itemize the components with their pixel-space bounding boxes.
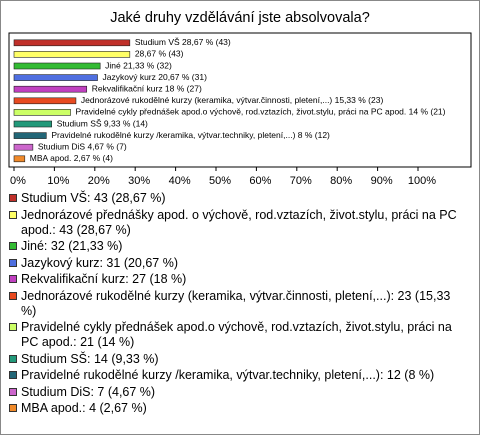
x-tick-label: 80% xyxy=(330,175,352,187)
legend-swatch xyxy=(9,242,17,250)
bar-label: Jazykový kurz 20,67 % (31) xyxy=(103,72,208,82)
x-tick-label: 20% xyxy=(88,175,110,187)
bar xyxy=(13,51,131,58)
legend-swatch xyxy=(9,354,17,363)
legend: Studium VŠ: 43 (28,67 %) Jednorázové před… xyxy=(9,191,469,418)
legend-label: Pravidelné rukodělné kurzy /keramika, vý… xyxy=(21,368,435,382)
bar xyxy=(13,120,52,128)
legend-swatch xyxy=(9,371,17,379)
x-tick-label: 40% xyxy=(169,175,191,187)
bar-label: Pravidelné rukodělné kurzy /keramika, vý… xyxy=(51,130,330,140)
legend-swatch xyxy=(9,387,17,396)
bar-label: Jednorázové rukodělné kurzy (keramika, v… xyxy=(81,95,384,105)
legend-swatch xyxy=(9,323,17,331)
legend-entry: Jednorázové přednášky apod. o výchově, r… xyxy=(9,208,469,238)
legend-entry: Pravidelné rukodělné kurzy /keramika, vý… xyxy=(9,368,469,383)
legend-entry: Pravidelné cykly přednášek apod.o výchov… xyxy=(9,320,469,350)
legend-label: MBA apod.: 4 (2,67 %) xyxy=(21,401,147,415)
legend-label: Pravidelné cykly přednášek apod.o výchov… xyxy=(21,320,452,349)
x-tick-label: 60% xyxy=(249,175,271,187)
legend-label: Studium DiS: 7 (4,67 %) xyxy=(21,384,156,399)
bar xyxy=(13,39,131,47)
legend-swatch xyxy=(9,291,17,300)
plot: Jaké druhy vzdělávání jste absolvovala? … xyxy=(8,10,472,187)
x-tick-label: 0% xyxy=(10,175,26,187)
legend-label: Jednorázové rukodělné kurzy (keramika, v… xyxy=(21,288,451,318)
bar-label: Jiné 21,33 % (32) xyxy=(105,60,172,70)
legend-label: Jazykový kurz: 31 (20,67 %) xyxy=(21,255,179,270)
x-tick-label: 10% xyxy=(47,175,69,187)
legend-label: Studium VŠ: 43 (28,67 %) xyxy=(21,191,166,205)
legend-entry: Jednorázové rukodělné kurzy (keramika, v… xyxy=(9,289,469,319)
plot-frame xyxy=(8,32,472,168)
x-tick-label: 30% xyxy=(128,175,150,187)
bar-label: MBA apod. 2,67 % (4) xyxy=(30,153,113,163)
legend-label: Jiné: 32 (21,33 %) xyxy=(21,239,123,253)
bar xyxy=(13,97,77,105)
legend-entry: Studium DiS: 7 (4,67 %) xyxy=(9,385,469,400)
legend-entry: Jiné: 32 (21,33 %) xyxy=(9,239,469,254)
bar-label: Studium VŠ 28,67 % (43) xyxy=(135,37,231,47)
bar-label: Pravidelné cykly přednášek apod.o výchov… xyxy=(76,107,446,117)
x-tick-label: 50% xyxy=(209,175,231,187)
bar-label: Studium DiS 4,67 % (7) xyxy=(38,141,127,151)
bar-label: Studium SŠ 9,33 % (14) xyxy=(57,118,148,128)
legend-label: Studium SŠ: 14 (9,33 %) xyxy=(21,351,159,366)
legend-label: Rekvalifikační kurz: 27 (18 %) xyxy=(21,272,187,286)
chart-title: Jaké druhy vzdělávání jste absolvovala? xyxy=(110,10,370,26)
legend-swatch xyxy=(9,194,17,202)
legend-entry: MBA apod.: 4 (2,67 %) xyxy=(9,401,469,416)
bar xyxy=(13,85,88,93)
bar xyxy=(13,132,47,139)
bar-label: 28,67 % (43) xyxy=(135,49,184,59)
legend-swatch xyxy=(9,258,17,267)
legend-swatch xyxy=(9,275,17,283)
bar-label: Rekvalifikační kurz 18 % (27) xyxy=(92,83,202,93)
legend-swatch xyxy=(9,210,17,219)
bar xyxy=(13,143,34,151)
x-tick-label: 70% xyxy=(290,175,312,187)
bar xyxy=(13,155,26,163)
bar xyxy=(13,62,101,70)
x-tick-label: 90% xyxy=(371,175,393,187)
legend-entry: Studium VŠ: 43 (28,67 %) xyxy=(9,191,469,206)
legend-label: Jednorázové přednášky apod. o výchově, r… xyxy=(21,207,457,237)
bar xyxy=(13,109,71,116)
x-tick-label: 100% xyxy=(408,175,436,187)
legend-entry: Studium SŠ: 14 (9,33 %) xyxy=(9,352,469,367)
legend-swatch xyxy=(9,404,17,412)
legend-entry: Jazykový kurz: 31 (20,67 %) xyxy=(9,256,469,271)
bar xyxy=(13,74,98,81)
legend-entry: Rekvalifikační kurz: 27 (18 %) xyxy=(9,272,469,287)
